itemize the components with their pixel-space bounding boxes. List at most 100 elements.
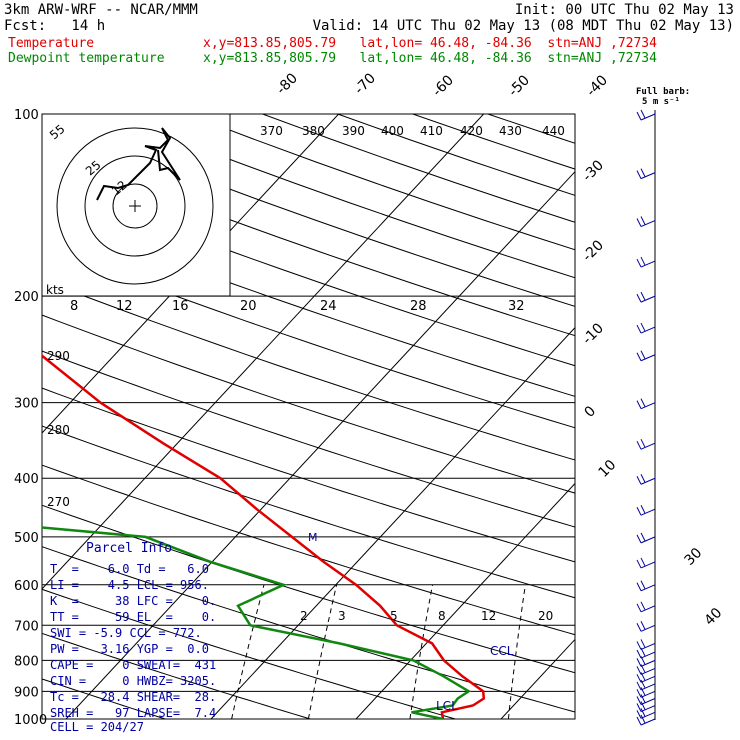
wind-barb-flag: [636, 703, 642, 712]
wind-barb: [640, 659, 656, 667]
pressure-tick-label: 700: [14, 619, 39, 634]
wind-barb-flag: [640, 168, 646, 177]
parcel-row: Tc = 28.4 SHEAR= 28.: [50, 690, 217, 704]
wind-barb-flag: [640, 322, 646, 332]
sounding-profiles: [42, 354, 486, 719]
wind-barb-flag: [640, 291, 646, 301]
pressure-tick-label: 800: [14, 654, 39, 669]
wind-barb: [640, 642, 656, 650]
mixing-ratio-lines: [231, 584, 526, 719]
isotherm-line: [355, 482, 575, 719]
hodograph-ring: [112, 183, 158, 229]
theta-e-label: 280: [47, 423, 70, 437]
parcel-row: PW = 3.16 YGP = 0.0: [50, 642, 209, 656]
hodograph-trace: [96, 127, 181, 201]
pressure-tick-label: 1000: [14, 713, 47, 728]
theta-label: 430: [499, 124, 522, 138]
hodograph-speed-label: 20: [240, 299, 257, 314]
parcel-row: CAPE = 0 SWEAT= 431: [50, 658, 217, 672]
full-barb-unit: 5 m s⁻¹: [642, 97, 680, 107]
wind-barb: [640, 508, 656, 516]
wind-barb: [640, 561, 656, 569]
wind-barb-flag: [640, 687, 646, 696]
parcel-row: TT = 59 EL = 0.: [50, 610, 217, 624]
mixing-ratio-label: 20: [538, 609, 553, 623]
pressure-tick-label: 600: [14, 579, 39, 594]
parcel-row: CELL = 204/27: [50, 720, 144, 734]
wind-barb-flag: [640, 679, 646, 689]
wind-barb-flag: [640, 701, 646, 710]
hodograph-speed-label: 32: [508, 299, 525, 314]
wind-barb: [640, 667, 656, 675]
wind-barb: [640, 220, 656, 227]
wind-barb-flag: [640, 601, 646, 611]
wind-barb-flag: [636, 218, 642, 227]
mixing-ratio-line: [507, 584, 526, 719]
wind-barb-flag: [636, 641, 642, 650]
parcel-row: LI = 4.5 LCL = 956.: [50, 578, 209, 592]
wind-barb-flag: [640, 621, 646, 630]
wind-barb: [640, 295, 656, 303]
wind-barb: [640, 624, 656, 632]
theta-e-label: 290: [47, 349, 70, 363]
mixing-ratio-line: [409, 584, 434, 719]
wind-barb-flag: [636, 603, 642, 613]
wind-barb-flag: [636, 623, 642, 632]
wind-barb-flag: [640, 350, 646, 359]
temperature-location: x,y=813.85,805.79 lat,lon= 46.48, -84.36…: [203, 36, 657, 51]
parcel-row: T = 6.0 Td = 6.0: [50, 562, 209, 576]
pressure-tick-label: 900: [14, 685, 39, 700]
wind-barb-flag: [636, 324, 642, 334]
wind-barb-flag: [640, 504, 646, 514]
dry-adiabat-line: [42, 211, 575, 397]
wind-barb-flag: [636, 710, 642, 719]
dewpoint-label: Dewpoint temperature: [8, 51, 165, 66]
wind-barb-flag: [640, 694, 646, 703]
dry-adiabat-line: [42, 425, 575, 599]
wind-barb: [640, 651, 656, 659]
isotherm-line: [65, 170, 575, 719]
wind-barb: [640, 326, 656, 334]
wind-barb-flag: [636, 400, 642, 409]
wind-barb-flag: [640, 474, 646, 483]
wind-barb: [640, 698, 656, 705]
wind-barb: [640, 675, 656, 683]
temperature-label: Temperature: [8, 36, 95, 51]
wind-barb-flag: [640, 714, 646, 724]
dewpoint-line: [42, 526, 472, 719]
parcel-row: CIN = 0 HWBZ= 3205.: [50, 674, 217, 688]
dry-adiabat-line: [42, 314, 575, 494]
model-title: 3km ARW-WRF -- NCAR/MMM: [4, 2, 198, 18]
wind-barb-flag: [636, 666, 642, 675]
wind-barb-flag: [640, 639, 646, 648]
wind-barb-flag: [636, 293, 642, 303]
parcel-info-title: Parcel Info: [86, 541, 173, 556]
dry-adiabat-line: [42, 632, 311, 719]
wind-barb-flag: [636, 696, 642, 705]
wind-barb: [640, 260, 656, 268]
wind-barb: [640, 477, 656, 485]
theta-label: 410: [420, 124, 443, 138]
wind-barb-flag: [640, 708, 646, 717]
wind-barb: [640, 711, 656, 719]
isotherm-line: [42, 114, 485, 590]
wind-barb: [640, 584, 656, 592]
wind-barb-flag: [636, 582, 642, 592]
wind-barb-flag: [640, 438, 646, 448]
forecast-hour: Fcst: 14 h: [4, 18, 106, 34]
wind-barb-flag: [640, 580, 646, 590]
theta-label: 390: [342, 124, 365, 138]
pressure-tick-label: 400: [14, 472, 39, 487]
hodograph-speed-label: 16: [172, 299, 189, 314]
dry-adiabat-line: [42, 245, 575, 429]
mixing-ratio-label: 5: [390, 609, 398, 623]
wind-barb-flag: [636, 170, 642, 179]
wind-barb-flag: [640, 557, 646, 567]
wind-barb-flag: [636, 111, 642, 121]
wind-barb-flag: [636, 559, 642, 569]
mixing-ratio-line: [231, 584, 265, 719]
wind-barb-flag: [636, 716, 642, 726]
wind-barb: [640, 718, 656, 726]
dry-adiabat-line: [42, 588, 456, 719]
